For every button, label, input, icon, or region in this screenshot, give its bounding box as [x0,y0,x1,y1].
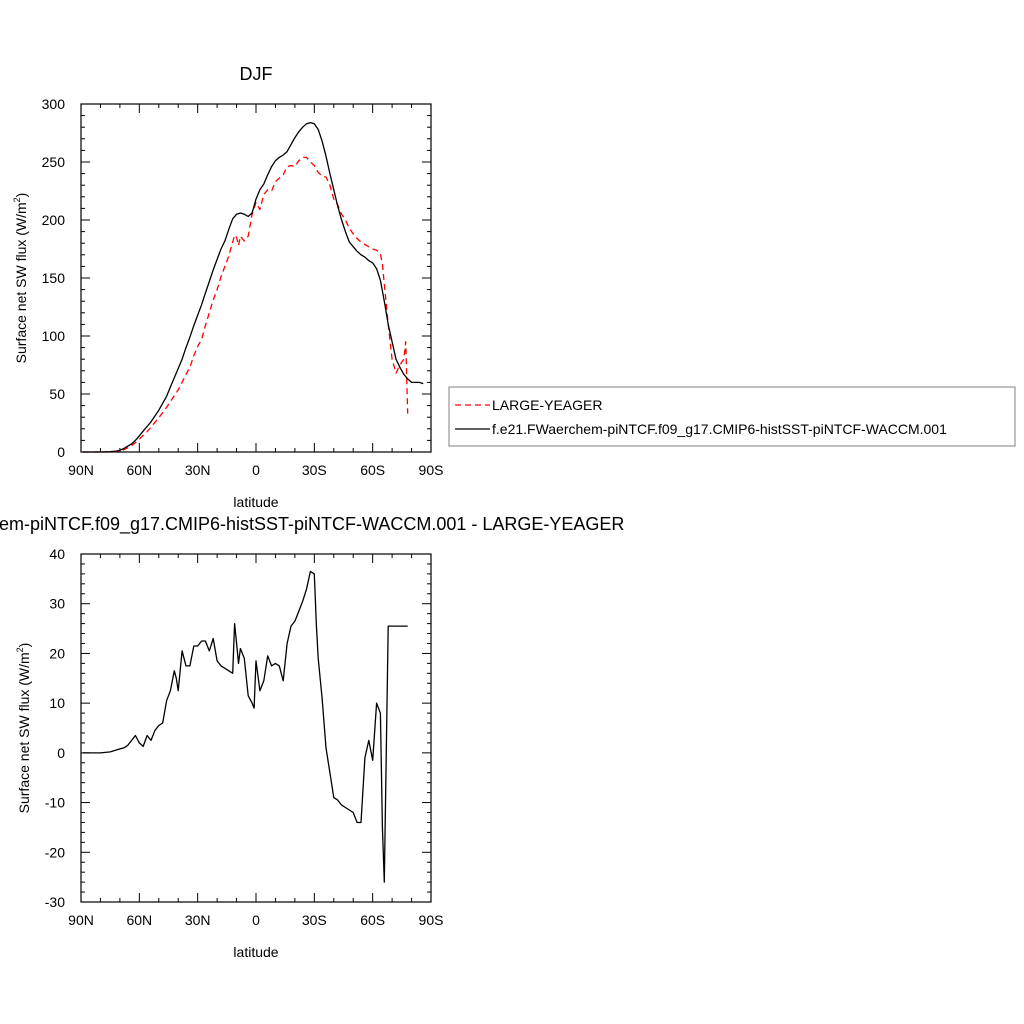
top-plot-area: 90N 60N 30N 0 30S 60S 90S 0 50 100 150 200 250 300 [42,96,444,478]
bottom-xtick-label: 90S [419,912,444,928]
top-ytick-label: 200 [42,212,66,228]
bottom-xtick-label: 60N [126,912,152,928]
bottom-ytick-label: 40 [49,546,65,562]
top-series-line-0 [82,156,409,453]
bottom-xtick-label: 0 [252,912,260,928]
bottom-chart-ylabel: Surface net SW flux (W/m2) [15,643,32,814]
top-chart-title: DJF [240,64,273,84]
bottom-chart-ylabel-superscript: 2 [15,647,25,652]
top-xtick-label: 90N [68,462,94,478]
top-xtick-label: 0 [252,462,260,478]
top-xtick-label: 30N [185,462,211,478]
bottom-plot-frame [80,553,432,903]
bottom-ytick-label: -10 [45,795,65,811]
legend: LARGE-YEAGER f.e21.FWaerchem-piNTCF.f09_… [448,386,1016,447]
bottom-ytick-label: 0 [57,745,65,761]
bottom-xtick-label: 30S [302,912,327,928]
top-chart-ylabel: Surface net SW flux (W/m2) [12,193,29,364]
bottom-chart: f.e21.FWaerchem-piNTCF.f09_g17.CMIP6-his… [0,514,624,960]
bottom-series-line-0 [82,570,408,883]
top-xtick-label: 60N [126,462,152,478]
top-ytick-label: 150 [42,270,66,286]
bottom-chart-xlabel: latitude [233,944,278,960]
top-ytick-label: 50 [49,386,65,402]
bottom-ytick-label: 10 [49,695,65,711]
bottom-ytick-label: 30 [49,596,65,612]
bottom-ytick-label: -30 [45,894,65,910]
top-ytick-label: 100 [42,328,66,344]
top-chart-ylabel-superscript: 2 [12,197,22,202]
bottom-ytick-label: 20 [49,645,65,661]
top-chart: DJF 90N 60N 30N 0 30S 60S 90S 0 50 100 150 200 250 30… [12,64,443,510]
top-ytick-label: 0 [57,444,65,460]
bottom-xtick-label: 30N [185,912,211,928]
bottom-chart-title: f.e21.FWaerchem-piNTCF.f09_g17.CMIP6-his… [0,514,624,535]
bottom-plot-area: 90N 60N 30N 0 30S 60S 90S -30 -20 -10 0 10 20 30 40 [45,546,444,928]
top-xtick-label: 90S [419,462,444,478]
top-xtick-label: 60S [360,462,385,478]
top-ytick-label: 300 [42,96,66,112]
legend-label-waccm: f.e21.FWaerchem-piNTCF.f09_g17.CMIP6-his… [492,421,947,437]
top-ytick-label: 250 [42,154,66,170]
top-plot-frame [80,103,432,453]
top-series-line-1 [82,121,424,453]
top-chart-xlabel: latitude [233,494,278,510]
top-xtick-label: 30S [302,462,327,478]
bottom-xtick-label: 60S [360,912,385,928]
legend-label-large-yeager: LARGE-YEAGER [492,397,602,413]
bottom-xtick-label: 90N [68,912,94,928]
bottom-ytick-label: -20 [45,844,65,860]
legend-box [448,386,1016,447]
